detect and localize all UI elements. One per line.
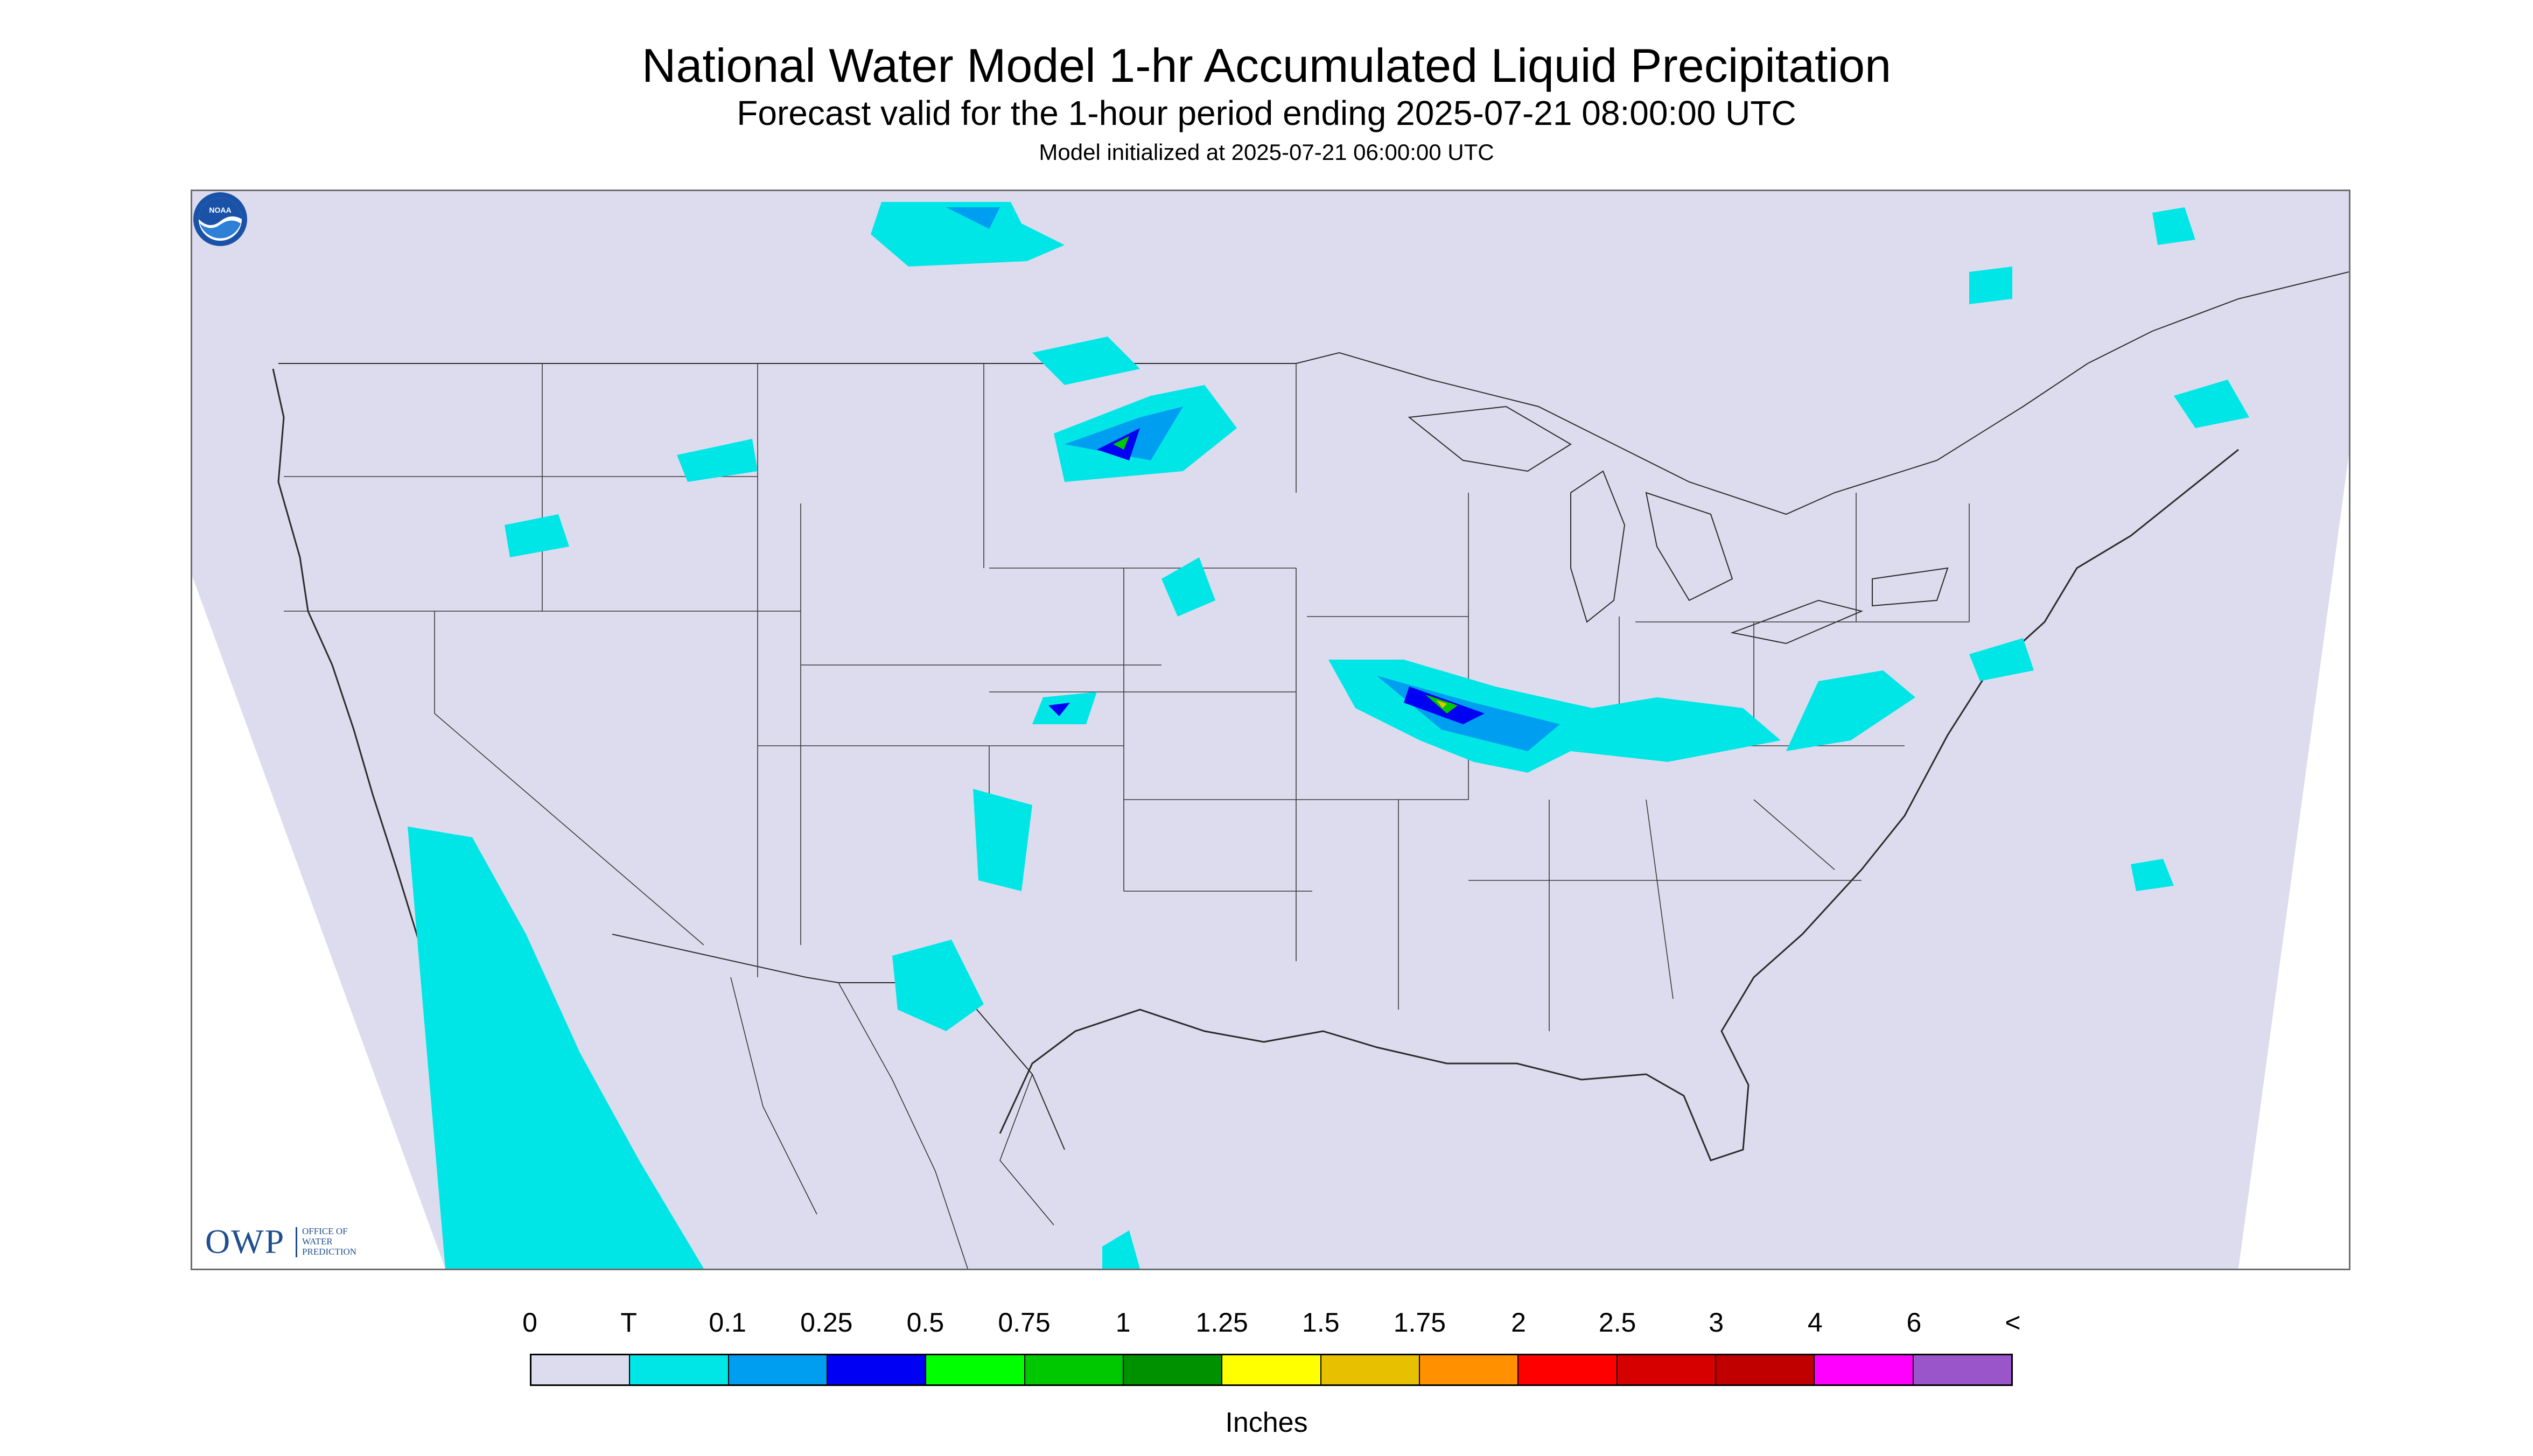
- legend-swatch-3: [827, 1355, 927, 1384]
- legend-swatch-12: [1716, 1355, 1815, 1384]
- legend-swatch-4: [926, 1355, 1025, 1384]
- owp-logo-line-3: PREDICTION: [302, 1247, 357, 1257]
- owp-logo-divider: [296, 1227, 297, 1257]
- legend-swatch-13: [1815, 1355, 1914, 1384]
- legend-tick-label-6: 1: [1115, 1307, 1131, 1338]
- forecast-valid-subtitle: Forecast valid for the 1-hour period end…: [737, 94, 1796, 132]
- map-title: National Water Model 1-hr Accumulated Li…: [641, 39, 1892, 92]
- legend-swatch-9: [1419, 1355, 1519, 1384]
- legend-swatch-2: [729, 1355, 828, 1384]
- owp-logo-line-2: WATER: [302, 1236, 333, 1247]
- legend-tick-label-5: 0.75: [998, 1307, 1051, 1338]
- legend-tick-label-8: 1.5: [1302, 1307, 1340, 1338]
- legend-tick-label-11: 2.5: [1598, 1307, 1636, 1338]
- legend-tick-label-1: T: [620, 1307, 637, 1338]
- legend-swatch-7: [1222, 1355, 1321, 1384]
- legend-swatch-10: [1519, 1355, 1618, 1384]
- legend-tick-label-13: 4: [1807, 1307, 1823, 1338]
- legend-tick-label-14: 6: [1906, 1307, 1922, 1338]
- legend-tick-label-0: 0: [522, 1307, 537, 1338]
- great-lakes: [1408, 405, 1949, 645]
- legend-tick-label-12: 3: [1709, 1307, 1724, 1338]
- us-canada-border: [278, 271, 2349, 515]
- noaa-logo-text: NOAA: [209, 206, 231, 214]
- owp-logo-mark: OWP: [205, 1222, 285, 1261]
- legend-tick-label-15: <: [2005, 1307, 2021, 1338]
- legend-tick-label-7: 1.25: [1195, 1307, 1248, 1338]
- color-legend: [530, 1354, 2013, 1386]
- legend-tick-label-9: 1.75: [1393, 1307, 1446, 1338]
- legend-swatch-0: [531, 1355, 631, 1384]
- legend-swatch-8: [1321, 1355, 1420, 1384]
- legend-swatch-6: [1123, 1355, 1223, 1384]
- legend-tick-label-10: 2: [1511, 1307, 1526, 1338]
- state-boundaries: [284, 363, 1970, 1031]
- precipitation-map[interactable]: OWP OFFICE OF WATER PREDICTION NOAA: [191, 190, 2350, 1270]
- mexico-state-lines: [730, 977, 1054, 1269]
- model-init-time: Model initialized at 2025-07-21 06:00:00…: [1039, 139, 1494, 165]
- legend-tick-label-3: 0.25: [800, 1307, 853, 1338]
- legend-swatch-1: [630, 1355, 729, 1384]
- owp-logo-line-1: OFFICE OF: [302, 1226, 348, 1236]
- legend-swatch-11: [1617, 1355, 1716, 1384]
- owp-logo-text: OFFICE OF WATER PREDICTION: [302, 1226, 377, 1257]
- legend-swatch-5: [1025, 1355, 1124, 1384]
- legend-units: Inches: [1225, 1407, 1308, 1438]
- map-canvas: [192, 191, 2349, 1269]
- noaa-logo-icon: NOAA: [193, 192, 247, 246]
- legend-swatch-14: [1913, 1355, 2011, 1384]
- legend-tick-label-2: 0.1: [709, 1307, 746, 1338]
- legend-tick-label-4: 0.5: [906, 1307, 944, 1338]
- owp-logo: OWP OFFICE OF WATER PREDICTION: [205, 1220, 377, 1263]
- precip-overlay: [408, 202, 2249, 1269]
- legend-labels: 0 T 0.1 0.25 0.5 0.75 1 1.25 1.5 1.75 2 2.5 3 4 6 <: [522, 1306, 2021, 1339]
